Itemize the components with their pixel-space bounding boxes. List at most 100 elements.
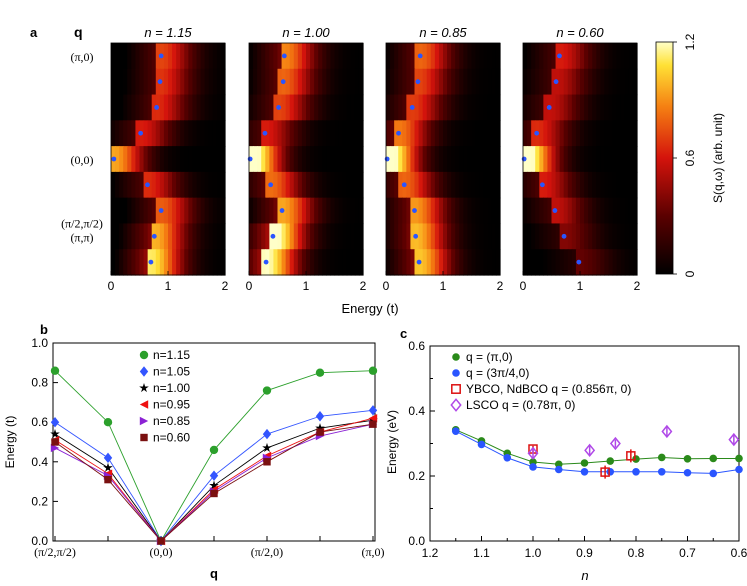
heatmap-cell <box>567 223 573 250</box>
heatmap-cell <box>342 120 348 147</box>
heatmap-cell <box>220 120 226 147</box>
heatmap-cell <box>289 197 295 225</box>
heatmap-cell <box>131 171 137 199</box>
heatmap-cell <box>338 249 344 276</box>
heatmap-cell <box>571 94 577 121</box>
data-point <box>626 451 636 461</box>
heatmap-cell <box>220 146 226 173</box>
heatmap-cell <box>527 171 532 199</box>
heatmap-cell <box>269 43 275 70</box>
heatmap-cell <box>402 68 407 96</box>
heatmap-cell <box>487 68 493 96</box>
heatmap-cell <box>342 171 348 199</box>
data-point <box>50 417 60 428</box>
heatmap-cell <box>257 171 262 199</box>
heatmap-cell <box>163 197 169 225</box>
x-tick-label: 0.8 <box>628 546 645 560</box>
heatmap-cell <box>426 120 432 147</box>
heatmap-cell <box>535 171 540 199</box>
heatmap-cell <box>273 146 279 173</box>
heatmap-cell <box>318 68 323 96</box>
energy-axis-label: Energy (t) <box>341 301 398 316</box>
heatmap-cell <box>220 223 226 250</box>
heatmap-cell <box>188 146 194 173</box>
heatmap-cell <box>253 43 258 70</box>
heatmap-cell <box>269 94 275 121</box>
heatmap-cell <box>172 43 177 70</box>
heatmap-cell <box>580 171 585 199</box>
subplot-title: n = 0.60 <box>556 25 604 40</box>
heatmap-cell <box>281 146 287 173</box>
heatmap-cell <box>535 223 540 250</box>
y-tick-label: 0.2 <box>31 494 48 508</box>
heatmap-cell <box>398 94 403 121</box>
heatmap-cell <box>398 146 403 173</box>
heatmap-cell <box>306 146 311 173</box>
heatmap-cell <box>398 197 403 225</box>
heatmap-cell <box>418 223 424 250</box>
heatmap-cell <box>447 223 452 250</box>
heatmap-cell <box>301 120 307 147</box>
heatmap-cell <box>487 146 493 173</box>
data-point <box>315 411 325 422</box>
heatmap-cell <box>265 223 270 250</box>
heatmap-cell <box>257 223 262 250</box>
heatmap-cell <box>616 94 622 121</box>
peak-marker <box>415 79 421 85</box>
heatmap-cell <box>115 94 120 121</box>
heatmap-cell <box>616 120 622 147</box>
heatmap-cell <box>115 197 120 225</box>
heatmap-panel: n = 1.15 0 1 2 <box>108 25 229 293</box>
heatmap-cell <box>289 120 295 147</box>
heatmap-cell <box>200 43 206 70</box>
data-point <box>584 443 596 458</box>
data-point <box>315 423 325 433</box>
heatmap-cell <box>159 120 165 147</box>
heatmap-cell <box>322 43 327 70</box>
heatmap-cell <box>297 120 303 147</box>
heatmap-cell <box>535 68 540 96</box>
heatmap-cell <box>314 146 319 173</box>
heatmap-cell <box>196 249 202 276</box>
heatmap-cell <box>216 146 222 173</box>
heatmap-cell <box>111 223 116 250</box>
heatmap-cell <box>563 68 569 96</box>
heatmap-cell <box>571 249 577 276</box>
legend-label: LSCO q = (0.78π, 0) <box>466 398 575 412</box>
heatmap-cell <box>612 197 618 225</box>
heatmap-cell <box>475 94 481 121</box>
heatmap-cell <box>543 197 549 225</box>
series <box>527 424 740 460</box>
heatmap-cell <box>390 94 395 121</box>
heatmap-cell <box>608 43 614 70</box>
peak-marker <box>151 233 157 239</box>
heatmap-cell <box>358 146 364 173</box>
peak-marker <box>158 208 164 213</box>
heatmap-panel: n = 0.60 0 1 2 <box>520 25 641 293</box>
heatmap-cell <box>559 43 565 70</box>
heatmap-cell <box>483 223 489 250</box>
heatmap-cell <box>467 171 473 199</box>
peak-marker <box>557 53 562 59</box>
heatmap-cell <box>455 94 460 121</box>
heatmap-cell <box>495 68 501 96</box>
heatmap-cell <box>580 120 585 147</box>
heatmap-cell <box>438 94 444 121</box>
heatmap-cell <box>119 146 124 173</box>
heatmap-cell <box>394 223 399 250</box>
heatmap-cell <box>398 43 403 70</box>
heatmap-cell <box>285 146 291 173</box>
heatmap-cell <box>127 197 132 225</box>
heatmap-cell <box>249 43 254 70</box>
heatmap-cell <box>438 249 444 276</box>
heatmap-cell <box>127 171 132 199</box>
data-point <box>140 433 148 442</box>
heatmap-cell <box>406 120 412 147</box>
heatmap-cell <box>338 223 344 250</box>
heatmap-cell <box>551 249 557 276</box>
heatmap-cell <box>273 43 279 70</box>
data-point <box>139 366 149 377</box>
heatmap-cell <box>330 249 336 276</box>
heatmap-cell <box>479 43 485 70</box>
heatmap-cell <box>539 249 544 276</box>
